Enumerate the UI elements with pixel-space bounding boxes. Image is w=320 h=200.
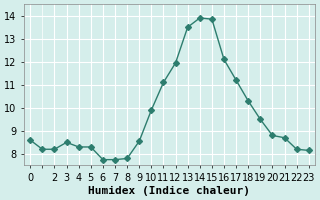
X-axis label: Humidex (Indice chaleur): Humidex (Indice chaleur): [89, 186, 251, 196]
